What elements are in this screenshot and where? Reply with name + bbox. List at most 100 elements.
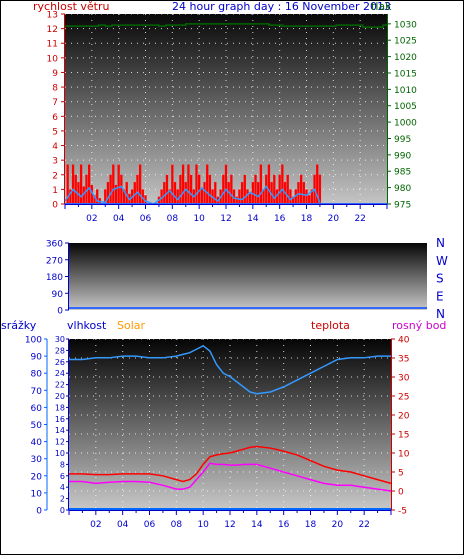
inner-axis-tick-label: 2 <box>60 495 65 504</box>
wind-speed-bar <box>171 164 174 204</box>
wind-speed-bar <box>267 164 271 204</box>
right-axis-tick-label: 1020 <box>394 53 417 63</box>
wind-speed-bar <box>214 182 217 204</box>
legend-teplota: teplota <box>311 319 350 332</box>
rain-axis-tick-label: 60 <box>31 404 43 414</box>
left-axis-tick-label: 13 <box>47 11 58 21</box>
wind-speed-bar <box>222 174 225 204</box>
wind-speed-bar <box>249 193 252 204</box>
direction-axis-tick-label: 360 <box>46 240 63 250</box>
temperature-axis-tick-label: 5 <box>398 469 404 479</box>
wind-speed-bar <box>281 164 284 204</box>
wind-speed-bar <box>82 186 85 204</box>
wind-direction-plot-background <box>69 243 427 310</box>
x-axis-tick-label: 22 <box>358 520 369 530</box>
temperature-humidity-axes: 0102030405060708090100024681012141618202… <box>25 335 410 530</box>
temperature-axis-tick-label: 40 <box>398 336 410 346</box>
wind-speed-bar <box>141 189 144 204</box>
inner-axis-tick-label: 14 <box>55 426 65 435</box>
wind-pressure-axes: 0123456789101112139759809859909951000100… <box>47 11 418 225</box>
legend-solar: Solar <box>117 319 146 332</box>
wind-speed-bar <box>71 164 75 204</box>
wind-speed-bar <box>69 189 72 204</box>
wind-speed-bar <box>240 182 244 204</box>
temperature-line <box>69 445 392 485</box>
wind-speed-bar <box>310 189 314 204</box>
wind-speed-bar <box>90 185 93 204</box>
inner-axis-tick-label: 20 <box>55 392 65 401</box>
legend-vlhkost: vlhkost <box>67 319 107 332</box>
left-axis-tick-label: 10 <box>47 54 59 64</box>
wind-speed-bar <box>125 182 128 204</box>
inner-axis-tick-label: 0 <box>60 506 65 515</box>
x-axis-tick-label: 08 <box>171 520 183 530</box>
inner-axis-tick-label: 30 <box>55 335 65 344</box>
left-axis-tick-label: 11 <box>47 40 58 50</box>
x-axis-tick-label: 04 <box>113 214 125 224</box>
wind-speed-bar <box>305 189 308 204</box>
legend-srazky: srážky <box>1 319 37 332</box>
left-axis-tick-label: 2 <box>52 171 58 181</box>
right-axis-tick-label: 1005 <box>394 102 417 112</box>
x-axis-tick-label: 20 <box>328 214 340 224</box>
header-left-label: rychlost větru <box>33 0 109 13</box>
direction-axis-tick-label: 270 <box>46 256 63 266</box>
wind-speed-bar <box>291 196 295 204</box>
inner-axis-tick-label: 10 <box>55 449 65 458</box>
wind-speed-bar <box>235 196 238 204</box>
header-right-label: tlak <box>371 0 392 13</box>
inner-axis-tick-label: 4 <box>60 483 65 492</box>
x-axis-tick-label: 12 <box>220 214 231 224</box>
compass-label: E <box>436 289 444 303</box>
temperature-axis-tick-label: 20 <box>398 412 410 422</box>
inner-axis-tick-label: 6 <box>60 472 65 481</box>
x-axis-tick-label: 14 <box>251 520 263 530</box>
rain-axis-tick-label: 90 <box>31 353 43 363</box>
wind-speed-bar <box>273 174 276 204</box>
rain-axis-tick-label: 80 <box>31 370 43 380</box>
left-axis-tick-label: 4 <box>52 142 58 152</box>
wind-speed-bar <box>275 189 279 204</box>
wind-speed-bar <box>138 164 142 204</box>
wind-speed-bar <box>316 164 319 204</box>
wind-speed-bar <box>160 189 163 204</box>
temperature-axis-tick-label: 30 <box>398 374 410 384</box>
humidity-line <box>69 344 391 395</box>
wind-speed-bar <box>79 164 83 204</box>
wind-speed-bar <box>163 182 166 204</box>
x-axis-tick-label: 04 <box>117 520 129 530</box>
x-axis-tick-label: 02 <box>90 520 101 530</box>
rain-axis-tick-label: 20 <box>31 472 43 482</box>
compass-label: N <box>436 236 445 250</box>
pressure-line <box>65 23 387 28</box>
inner-axis-tick-label: 16 <box>55 415 65 424</box>
temperature-humidity-marks <box>69 344 392 510</box>
x-axis-tick-label: 16 <box>278 520 290 530</box>
wind-speed-bar <box>302 182 305 204</box>
rain-axis-tick-label: 30 <box>31 455 43 465</box>
wind-speed-bar <box>168 189 171 204</box>
direction-axis-tick-label: 90 <box>52 290 64 300</box>
wind-speed-bar <box>96 189 99 204</box>
wind-speed-bar <box>112 164 115 204</box>
x-axis-tick-label: 16 <box>274 214 286 224</box>
left-axis-tick-label: 8 <box>52 84 58 94</box>
wind-speed-bar <box>109 174 112 204</box>
wind-speed-bar <box>254 174 257 204</box>
wind-speed-bar <box>136 174 139 204</box>
wind-speed-bar <box>165 174 169 204</box>
compass-label: S <box>436 272 444 286</box>
right-axis-tick-label: 990 <box>394 151 411 161</box>
wind-speed-bar <box>286 174 289 204</box>
left-axis-tick-label: 12 <box>47 25 58 35</box>
wind-speed-bar <box>257 182 260 204</box>
wind-speed-bar <box>181 164 185 204</box>
inner-axis-tick-label: 8 <box>60 460 65 469</box>
right-axis-tick-label: 980 <box>394 184 411 194</box>
inner-axis-tick-label: 18 <box>55 403 65 412</box>
temperature-humidity-panel: 0102030405060708090100024681012141618202… <box>25 335 410 530</box>
wind-speed-bar <box>77 182 80 204</box>
wind-speed-bar <box>243 174 246 204</box>
right-axis-tick-label: 995 <box>394 135 411 145</box>
